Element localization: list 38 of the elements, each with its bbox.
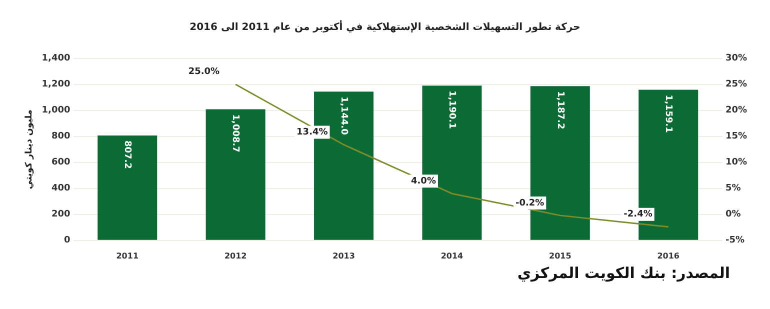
text: المصدر: بنك الكويت المركزي [517,264,730,282]
x-tick-label: 2013 [332,251,355,260]
y2-tick-label: 0% [725,210,741,220]
bar [206,109,266,240]
y-axis-title: مليون دينار كويتي [24,110,35,190]
data-label: -2.4% [624,210,652,220]
y-tick-label: 400 [51,184,70,194]
y-tick-label: 1,400 [42,54,70,64]
data-label: 13.4% [296,128,328,138]
x-tick-label: 2014 [440,251,464,260]
y2-tick-label: 5% [725,184,741,194]
y2-tick-label: 30% [725,54,748,64]
y-tick-label: 200 [51,210,70,220]
y2-tick-label: 10% [725,158,748,168]
y2-tick-label: -5% [725,236,744,246]
x-tick-label: 2012 [224,251,247,260]
bar [98,135,158,240]
data-label: 1,159.1 [663,94,674,133]
y2-tick-label: 15% [725,132,748,142]
y-tick-label: 0 [64,236,70,246]
y-tick-label: 600 [51,158,70,168]
data-label: 1,190.1 [446,90,457,129]
y2-tick-label: 20% [725,106,748,116]
data-label: -0.2% [515,198,544,208]
data-label: 1,144.0 [338,96,348,135]
x-tick-label: 2016 [657,251,680,260]
y2-tick-label: 25% [725,80,748,90]
data-label: 1,008.7 [230,114,240,152]
data-label: 25.0% [188,67,220,78]
data-label: 4.0% [411,176,436,186]
y-tick-label: 1,000 [42,106,70,116]
y-tick-label: 1,200 [42,80,70,90]
data-label: 807.2 [122,140,132,169]
data-label: 1,187.2 [554,91,565,130]
x-tick-label: 2015 [549,251,572,260]
x-tick-label: 2011 [116,251,139,260]
chart-title: حركة تطور التسهيلات الشخصية الإستهلاكية في أكتوبر من عام 2011 الى 2016 [188,22,582,33]
y-tick-label: 800 [51,132,70,142]
